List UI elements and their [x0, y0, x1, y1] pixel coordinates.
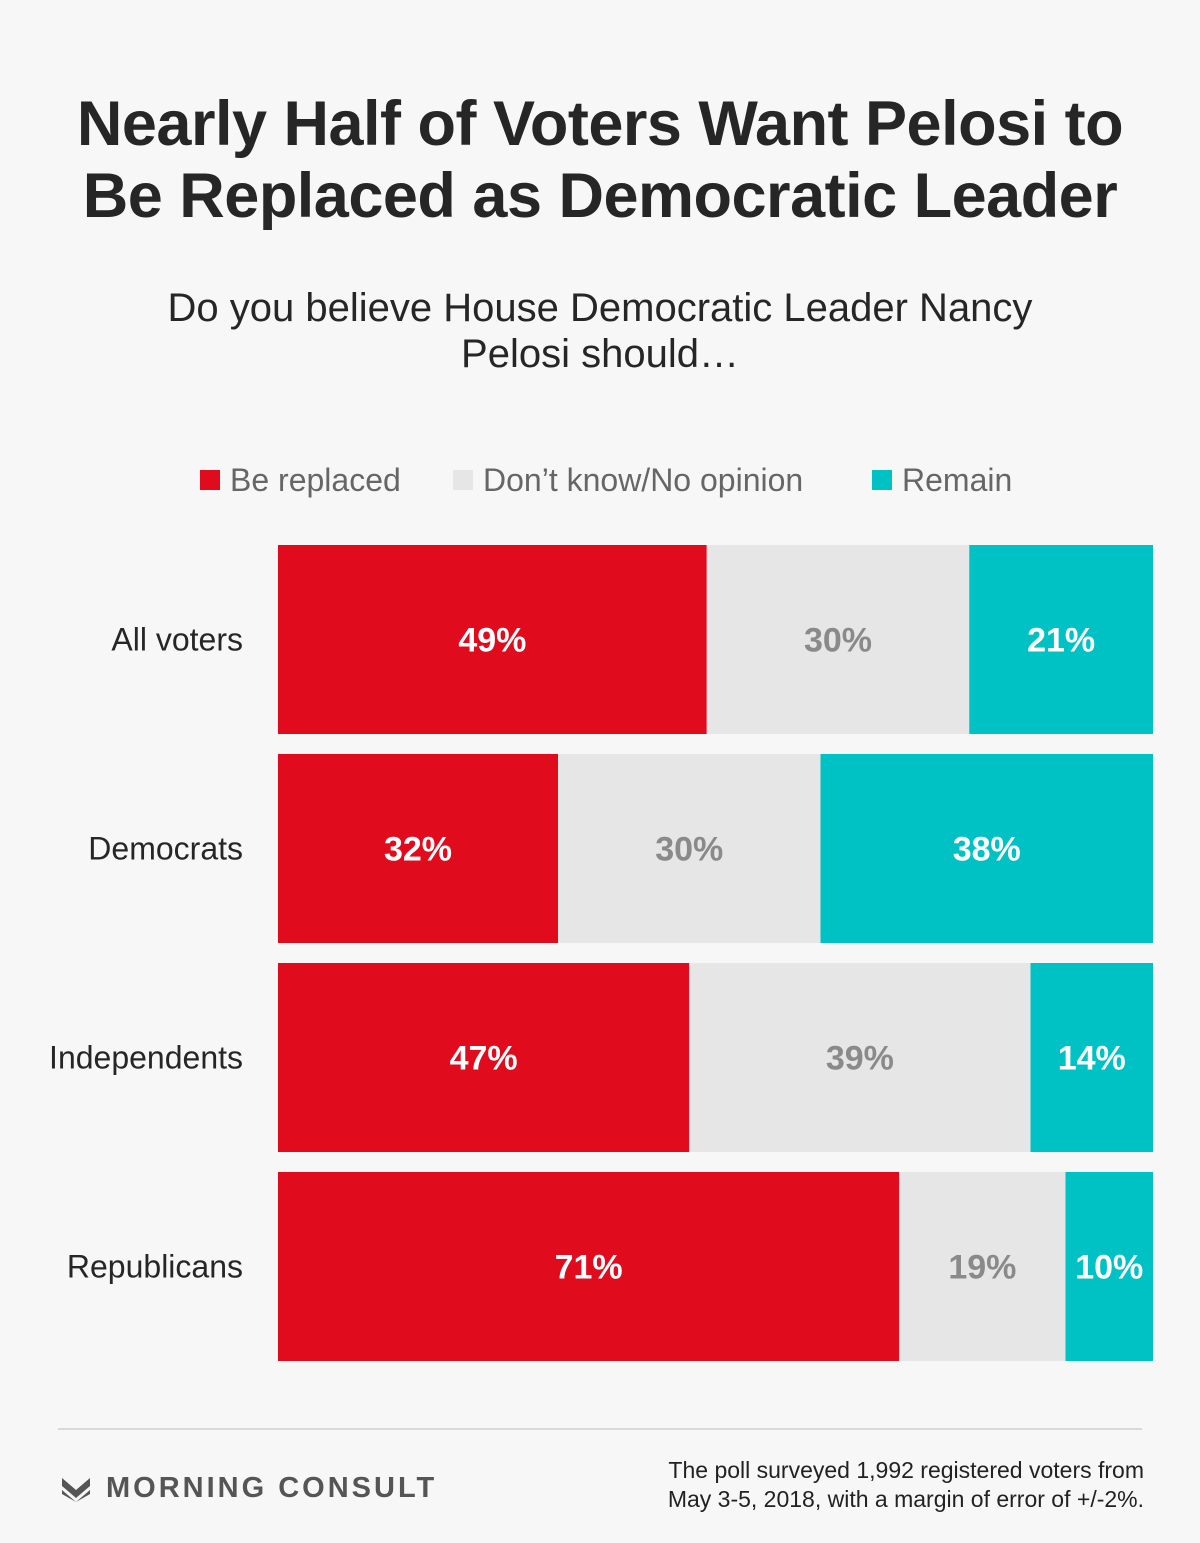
legend-label-dont-know: Don’t know/No opinion	[483, 461, 804, 498]
data-label-all-voters-remain: 21%	[1027, 622, 1095, 660]
bar-all-voters-be-replaced	[278, 545, 707, 734]
chart-legend: Be replaced Don’t know/No opinion Remain	[0, 460, 1200, 500]
chart-subtitle: Do you believe House Democratic Leader N…	[100, 285, 1100, 377]
morning-consult-logo-icon	[62, 1478, 90, 1502]
legend-item-remain: Remain	[872, 460, 1012, 500]
bar-republicans-remain	[1065, 1172, 1153, 1361]
category-label-independents: Independents	[49, 1040, 243, 1076]
chart-subtitle-line-1: Do you believe House Democratic Leader N…	[167, 286, 1033, 330]
data-label-republicans-remain: 10%	[1075, 1249, 1143, 1287]
data-label-independents-remain: 14%	[1058, 1040, 1126, 1078]
data-label-independents-be-replaced: 47%	[450, 1040, 518, 1078]
category-label-all-voters: All voters	[111, 622, 243, 658]
legend-swatch-dont-know	[453, 470, 473, 490]
bar-republicans-be-replaced	[278, 1172, 900, 1361]
legend-item-dont-know: Don’t know/No opinion	[453, 460, 803, 500]
source-note: The poll surveyed 1,992 registered voter…	[584, 1456, 1144, 1514]
chart-title-line-2: Be Replaced as Democratic Leader	[82, 161, 1118, 231]
brand: MORNING CONSULT	[60, 1468, 437, 1508]
bar-independents-don-t-know-no-opinion	[689, 963, 1031, 1152]
data-label-all-voters-don-t-know-no-opinion: 30%	[804, 622, 872, 660]
bar-democrats-be-replaced	[278, 754, 558, 943]
data-label-republicans-don-t-know-no-opinion: 19%	[948, 1249, 1016, 1287]
category-label-democrats: Democrats	[88, 831, 243, 867]
source-note-line-1: The poll surveyed 1,992 registered voter…	[668, 1457, 1144, 1483]
data-label-independents-don-t-know-no-opinion: 39%	[826, 1040, 894, 1078]
footer-divider	[58, 1428, 1142, 1430]
legend-label-remain: Remain	[902, 461, 1013, 498]
legend-label-be-replaced: Be replaced	[230, 461, 401, 498]
legend-item-be-replaced: Be replaced	[200, 460, 401, 500]
category-label-republicans: Republicans	[67, 1249, 243, 1285]
chart-title: Nearly Half of Voters Want Pelosi to Be …	[0, 88, 1200, 232]
source-note-line-2: May 3-5, 2018, with a margin of error of…	[667, 1486, 1144, 1512]
bar-democrats-remain	[820, 754, 1153, 943]
chart-subtitle-line-2: Pelosi should…	[461, 332, 739, 376]
data-label-republicans-be-replaced: 71%	[555, 1249, 623, 1287]
data-label-democrats-be-replaced: 32%	[384, 831, 452, 869]
data-label-all-voters-be-replaced: 49%	[458, 622, 526, 660]
brand-name: MORNING CONSULT	[106, 1471, 438, 1504]
bar-all-voters-remain	[969, 545, 1153, 734]
bar-independents-be-replaced	[278, 963, 690, 1152]
chart-title-line-1: Nearly Half of Voters Want Pelosi to	[76, 89, 1124, 159]
bar-all-voters-don-t-know-no-opinion	[706, 545, 970, 734]
data-label-democrats-remain: 38%	[953, 831, 1021, 869]
legend-swatch-remain	[872, 470, 892, 490]
legend-swatch-be-replaced	[200, 470, 220, 490]
bar-republicans-don-t-know-no-opinion	[899, 1172, 1066, 1361]
data-label-democrats-don-t-know-no-opinion: 30%	[655, 831, 723, 869]
bar-democrats-don-t-know-no-opinion	[558, 754, 821, 943]
bar-independents-remain	[1030, 963, 1153, 1152]
